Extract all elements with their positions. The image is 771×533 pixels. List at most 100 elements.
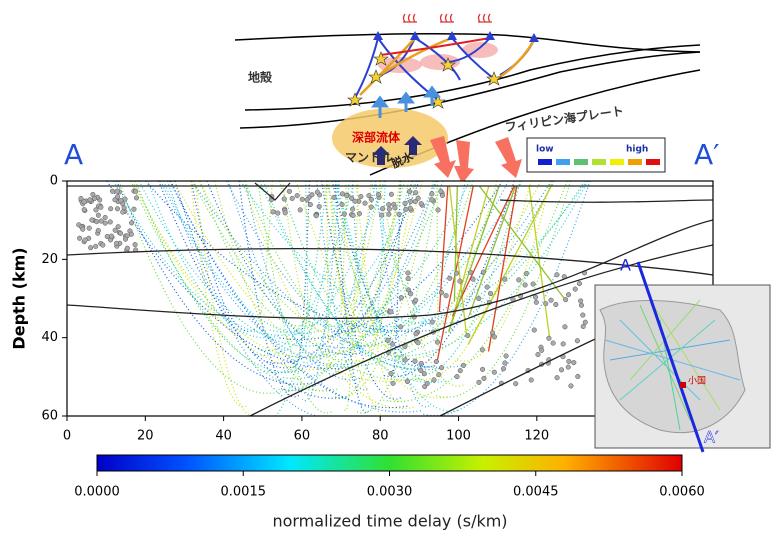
seismicity (572, 286, 578, 292)
seismicity (513, 381, 519, 387)
ray (335, 181, 410, 399)
seismicity (129, 220, 135, 226)
seismicity (408, 291, 414, 297)
seismicity (386, 202, 392, 208)
seismicity (560, 341, 566, 347)
ray (316, 181, 369, 391)
boundary (499, 199, 713, 203)
seismicity (429, 197, 435, 203)
colorbar-ticks: 0.0000 0.0015 0.0030 0.0045 0.0060 (74, 471, 705, 500)
seismicity (390, 341, 396, 347)
seismicity (339, 201, 345, 208)
seismicity (439, 192, 445, 198)
seismicity (275, 210, 281, 216)
seismicity (120, 209, 126, 215)
ray (282, 181, 325, 332)
mantle-label: マントル (345, 151, 393, 165)
seismicity (580, 323, 586, 329)
seismicity (270, 209, 276, 215)
seismicity (424, 380, 430, 387)
seismicity (121, 205, 127, 211)
ray (328, 181, 423, 354)
seismicity (429, 319, 435, 325)
boundary (67, 247, 713, 276)
seismicity (539, 347, 545, 353)
ray (281, 181, 339, 372)
seismicity (548, 297, 554, 303)
seismicity (362, 200, 368, 206)
seismicity (412, 358, 418, 364)
seismicity (368, 196, 374, 203)
seismicity (115, 194, 121, 200)
ray (318, 181, 586, 368)
ray (467, 185, 552, 345)
seismicity (289, 195, 295, 201)
x-tick-label: 120 (524, 429, 549, 444)
ray (198, 181, 392, 347)
seismicity (480, 269, 486, 275)
seismicity (286, 188, 292, 194)
seismicity (563, 297, 569, 303)
seismicity (133, 195, 140, 201)
seismicity (77, 235, 83, 241)
seismicity (435, 207, 441, 213)
ray (308, 181, 377, 358)
seismicity (487, 290, 494, 296)
seismicity (341, 211, 347, 217)
seismicity (491, 369, 497, 375)
seismicity (388, 191, 394, 197)
seismicity (421, 371, 427, 377)
colorbar-tick-label: 0.0045 (513, 485, 559, 500)
seismicity (82, 237, 88, 243)
ray (118, 181, 282, 394)
seismicity (553, 301, 559, 308)
ray (341, 181, 416, 370)
legend-box (526, 137, 666, 173)
seismicity (415, 340, 421, 346)
section-end: A′ (694, 138, 720, 171)
seismicity (502, 360, 508, 366)
seismicity (522, 282, 528, 288)
seismicity (460, 362, 467, 368)
seismicity (314, 189, 320, 195)
inset-end: A′ (704, 428, 719, 447)
ray (259, 181, 447, 384)
ray (322, 181, 552, 349)
crust-label: 地殻 (248, 70, 273, 85)
ray (337, 181, 509, 333)
ray (380, 181, 589, 357)
seismicity (386, 211, 392, 217)
ray (138, 181, 326, 347)
seismicity (578, 298, 584, 304)
seismicity (434, 339, 441, 345)
schematic: 地殻 マントル 深部流体 脱水 フィリピン海プレート low high (234, 13, 701, 184)
seismicity (124, 245, 130, 251)
seismicity (118, 198, 124, 204)
ray (173, 181, 407, 382)
seismicity (108, 233, 115, 239)
ray (325, 181, 432, 369)
ray (455, 181, 552, 362)
seismicity (408, 198, 414, 205)
seismicity (92, 195, 98, 201)
ray (169, 181, 422, 413)
boundary (249, 244, 713, 416)
seismicity (439, 365, 445, 371)
seismicity (132, 242, 138, 248)
ray (528, 185, 551, 341)
seismicity (565, 364, 571, 370)
seismicity (576, 281, 583, 287)
seismicity (388, 371, 394, 377)
seismicity (438, 188, 444, 194)
seismicity (108, 206, 114, 212)
seismicity (107, 219, 113, 225)
ray (448, 185, 490, 333)
ray (356, 181, 439, 414)
y-axis-label: Depth (km) (10, 247, 29, 349)
ray (378, 181, 466, 387)
ray (252, 181, 273, 330)
seismicity (307, 202, 313, 208)
ray (286, 181, 523, 358)
seismicity (112, 227, 118, 233)
seismicity (575, 373, 581, 380)
